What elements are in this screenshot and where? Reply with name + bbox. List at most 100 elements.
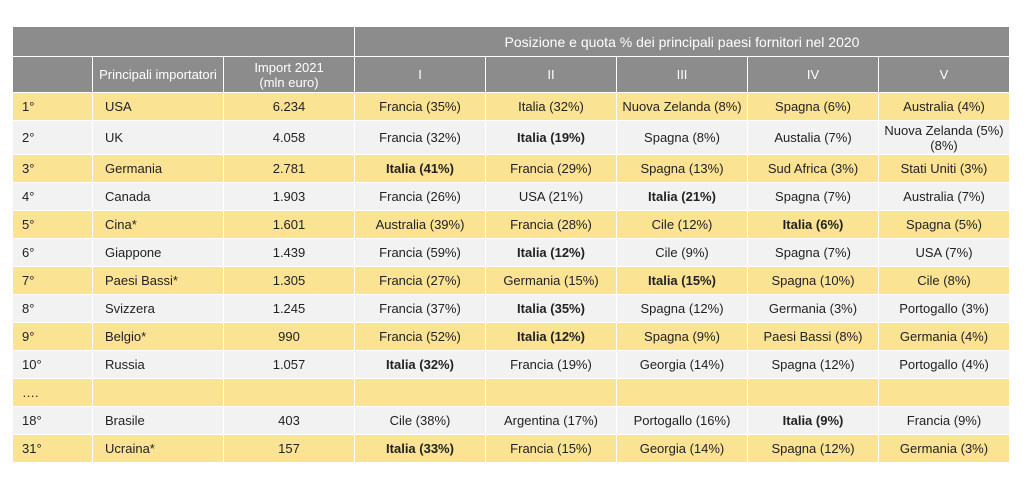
country-cell: USA — [92, 92, 224, 121]
supplier-cell-5: Portogallo (4%) — [878, 350, 1010, 379]
highlighted-italy-share: Italia (21%) — [648, 189, 716, 204]
rank-cell: 1° — [12, 92, 93, 121]
highlighted-italy-share: Italia (12%) — [517, 245, 585, 260]
header-position-2: II — [485, 56, 617, 93]
supplier-cell-3: Spagna (9%) — [616, 322, 748, 351]
table-row: 8° Svizzera 1.245 Francia (37%) Italia (35%)… — [12, 294, 1010, 323]
country-cell — [92, 378, 224, 407]
header-position-5: V — [878, 56, 1010, 93]
country-cell: Canada — [92, 182, 224, 211]
country-cell: Ucraina* — [92, 434, 224, 463]
import-value-cell: 157 — [223, 434, 355, 463]
rank-cell: 7° — [12, 266, 93, 295]
supplier-cell-4: Spagna (12%) — [747, 434, 879, 463]
supplier-cell-3: Georgia (14%) — [616, 350, 748, 379]
rank-cell: 9° — [12, 322, 93, 351]
supplier-cell-1: Cile (38%) — [354, 406, 486, 435]
import-value-cell: 1.305 — [223, 266, 355, 295]
supplier-cell-2: Italia (12%) — [485, 238, 617, 267]
highlighted-italy-share: Italia (35%) — [517, 301, 585, 316]
supplier-cell-3: Italia (21%) — [616, 182, 748, 211]
supplier-cell-2: Germania (15%) — [485, 266, 617, 295]
header-row-2: Principali importatori Import 2021 (mln … — [12, 56, 1010, 93]
supplier-cell-5 — [878, 378, 1010, 407]
import-value-cell: 4.058 — [223, 120, 355, 155]
import-value-cell: 403 — [223, 406, 355, 435]
supplier-cell-5: Francia (9%) — [878, 406, 1010, 435]
highlighted-italy-share: Italia (19%) — [517, 130, 585, 145]
supplier-cell-3: Georgia (14%) — [616, 434, 748, 463]
supplier-cell-4: Paesi Bassi (8%) — [747, 322, 879, 351]
supplier-cell-4: Italia (9%) — [747, 406, 879, 435]
supplier-cell-3: Spagna (12%) — [616, 294, 748, 323]
import-value-cell: 6.234 — [223, 92, 355, 121]
supplier-cell-4: Spagna (6%) — [747, 92, 879, 121]
supplier-cell-1: Italia (33%) — [354, 434, 486, 463]
supplier-cell-4: Spagna (10%) — [747, 266, 879, 295]
country-cell: Russia — [92, 350, 224, 379]
supplier-cell-2: Francia (19%) — [485, 350, 617, 379]
table-row: 10° Russia 1.057 Italia (32%) Francia (19%) G… — [12, 350, 1010, 379]
supplier-cell-2: Italia (32%) — [485, 92, 617, 121]
supplier-cell-1: Francia (32%) — [354, 120, 486, 155]
import-value-cell: 990 — [223, 322, 355, 351]
supplier-cell-1: Italia (41%) — [354, 154, 486, 183]
supplier-cell-4: Spagna (12%) — [747, 350, 879, 379]
supplier-cell-4: Austalia (7%) — [747, 120, 879, 155]
supplier-cell-1: Italia (32%) — [354, 350, 486, 379]
supplier-cell-3 — [616, 378, 748, 407]
supplier-cell-1: Francia (52%) — [354, 322, 486, 351]
table-row: 3° Germania 2.781 Italia (41%) Francia (29%)… — [12, 154, 1010, 183]
supplier-cell-2: Italia (19%) — [485, 120, 617, 155]
supplier-cell-1: Australia (39%) — [354, 210, 486, 239]
supplier-cell-4 — [747, 378, 879, 407]
supplier-cell-1: Francia (37%) — [354, 294, 486, 323]
rank-cell: 31° — [12, 434, 93, 463]
header-main-title: Posizione e quota % dei principali paesi… — [354, 26, 1010, 57]
supplier-cell-2: Francia (15%) — [485, 434, 617, 463]
rank-cell: 8° — [12, 294, 93, 323]
rank-cell: 2° — [12, 120, 93, 155]
highlighted-italy-share: Italia (33%) — [386, 441, 454, 456]
supplier-cell-3: Cile (12%) — [616, 210, 748, 239]
header-position-4: IV — [747, 56, 879, 93]
supplier-cell-2 — [485, 378, 617, 407]
country-cell: Germania — [92, 154, 224, 183]
supplier-cell-3: Cile (9%) — [616, 238, 748, 267]
supplier-cell-1: Francia (26%) — [354, 182, 486, 211]
table-row: 5° Cina* 1.601 Australia (39%) Francia (28%)… — [12, 210, 1010, 239]
supplier-cell-5: Nuova Zelanda (5%) (8%) — [878, 120, 1010, 155]
supplier-cell-4: Italia (6%) — [747, 210, 879, 239]
highlighted-italy-share: Italia (12%) — [517, 329, 585, 344]
table-row: 1° USA 6.234 Francia (35%) Italia (32%) Nuova… — [12, 92, 1010, 121]
rank-cell: 10° — [12, 350, 93, 379]
supplier-cell-5: USA (7%) — [878, 238, 1010, 267]
supplier-cell-1 — [354, 378, 486, 407]
header-position-3: III — [616, 56, 748, 93]
supplier-cell-1: Francia (35%) — [354, 92, 486, 121]
supplier-cell-5: Cile (8%) — [878, 266, 1010, 295]
header-importers: Principali importatori — [92, 56, 224, 93]
highlighted-italy-share: Italia (6%) — [782, 217, 844, 232]
rank-cell: …. — [12, 378, 93, 407]
header-row-1: Posizione e quota % dei principali paesi… — [12, 26, 1010, 57]
import-value-cell: 1.903 — [223, 182, 355, 211]
supplier-cell-2: Francia (29%) — [485, 154, 617, 183]
country-cell: Cina* — [92, 210, 224, 239]
supplier-cell-4: Spagna (7%) — [747, 238, 879, 267]
table-row: 31° Ucraina* 157 Italia (33%) Francia (15%) G… — [12, 434, 1010, 463]
table-row: 18° Brasile 403 Cile (38%) Argentina (17%) Po… — [12, 406, 1010, 435]
header-blank-cell — [12, 26, 355, 57]
import-table-container: Posizione e quota % dei principali paesi… — [12, 26, 1010, 463]
rank-cell: 6° — [12, 238, 93, 267]
supplier-cell-3: Italia (15%) — [616, 266, 748, 295]
supplier-cell-2: Argentina (17%) — [485, 406, 617, 435]
header-position-1: I — [354, 56, 486, 93]
rank-cell: 18° — [12, 406, 93, 435]
header-rank-cell — [12, 56, 93, 93]
highlighted-italy-share: Italia (32%) — [386, 357, 454, 372]
supplier-cell-2: Italia (35%) — [485, 294, 617, 323]
supplier-cell-5: Australia (7%) — [878, 182, 1010, 211]
supplier-cell-4: Spagna (7%) — [747, 182, 879, 211]
supplier-cell-2: Italia (12%) — [485, 322, 617, 351]
